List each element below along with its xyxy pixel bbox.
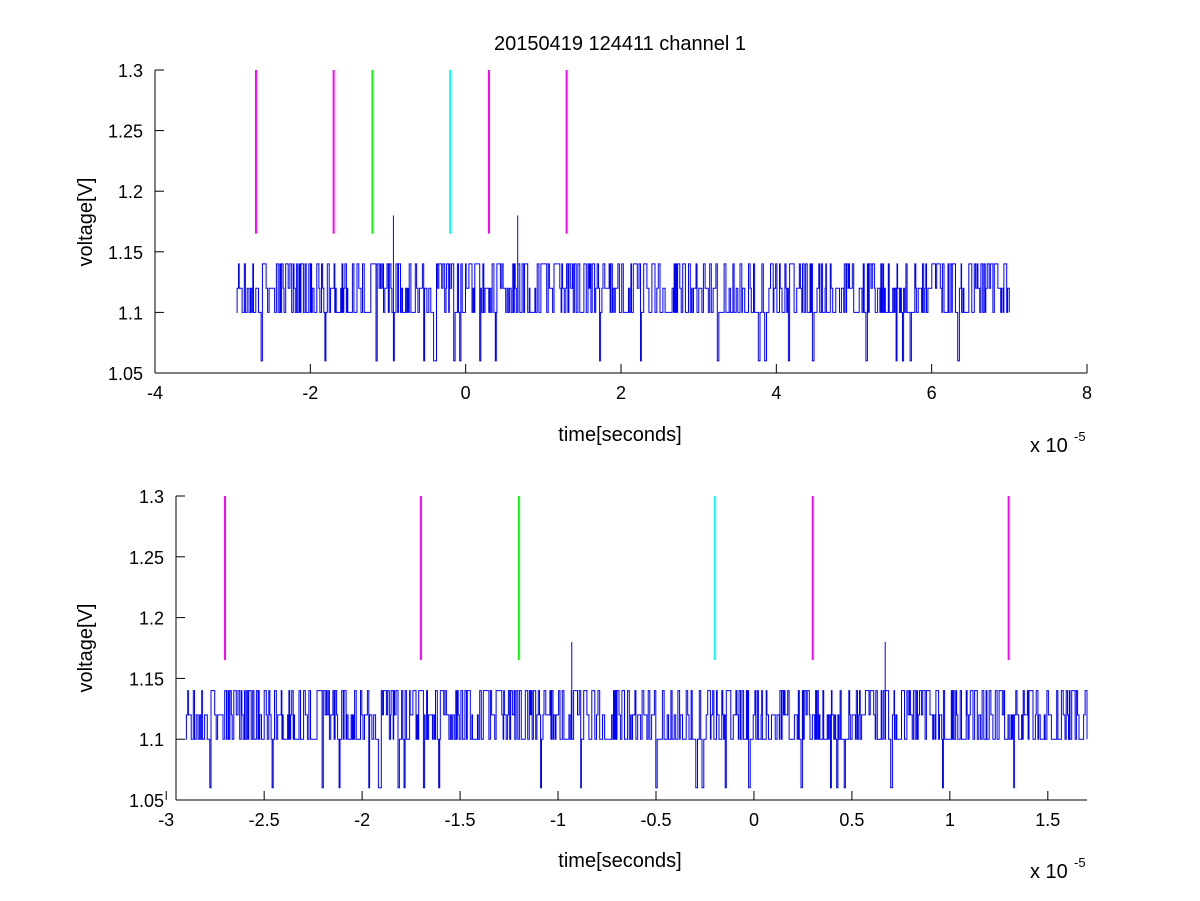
bottom-x-tick-label: -1 [550, 810, 566, 830]
bottom-x-tick-label: 0.5 [839, 810, 864, 830]
bottom-x-axis-label: time[seconds] [558, 850, 681, 872]
bottom-marker-layer [223, 496, 1010, 661]
bottom-x-tick-label: -1.5 [445, 810, 476, 830]
top-ticks: -4 -2 0 2 4 6 8 1.05 1.1 1.15 1.2 1.25 1.3 [108, 61, 1092, 403]
bottom-y-tick-label: 1.3 [139, 487, 164, 507]
bottom-y-tick-label: 1.15 [129, 669, 164, 689]
bottom-y-tick-label: 1.1 [139, 730, 164, 750]
top-x-tick-label: 0 [461, 383, 471, 403]
top-subplot: 20150419 124411 channel 1 -4 -2 0 2 4 6 8 1.05 1… [75, 33, 1092, 457]
bottom-x-tick-label: -3 [158, 810, 174, 830]
bottom-signal-layer [185, 641, 1088, 789]
top-x-tick-label: 4 [771, 383, 781, 403]
bottom-x-multiplier: x 10 [1030, 861, 1068, 883]
bottom-x-tick-label: -0.5 [640, 810, 671, 830]
top-y-tick-label: 1.05 [108, 364, 143, 384]
bottom-axes [175, 496, 1087, 801]
bottom-x-tick-label: -2 [354, 810, 370, 830]
top-y-tick-label: 1.25 [108, 122, 143, 142]
top-y-axis-label: voltage[V] [75, 178, 97, 267]
top-y-tick-label: 1.15 [108, 243, 143, 263]
bottom-x-tick-label: -2.5 [249, 810, 280, 830]
top-signal-trace [236, 263, 1010, 362]
top-chart-title: 20150419 124411 channel 1 [494, 33, 746, 55]
top-x-tick-label: 6 [927, 383, 937, 403]
top-x-tick-label: 2 [616, 383, 626, 403]
top-x-tick-label: -2 [302, 383, 318, 403]
top-x-multiplier: x 10 [1030, 435, 1068, 457]
top-y-tick-label: 1.3 [118, 61, 143, 81]
bottom-y-axis-label: voltage[V] [75, 604, 97, 693]
top-x-axis-label: time[seconds] [558, 424, 681, 446]
bottom-x-tick-label: 1 [945, 810, 955, 830]
bottom-signal-trace [185, 690, 1088, 789]
bottom-ticks: -3 -2.5 -2 -1.5 -1 -0.5 0 0.5 1 1.5 1.05 1.1 1.15 1.2… [129, 487, 1060, 830]
top-x-multiplier-exponent: -5 [1074, 429, 1086, 444]
bottom-x-tick-label: 0 [749, 810, 759, 830]
top-signal-layer [236, 215, 1010, 362]
top-marker-layer [254, 70, 568, 234]
bottom-x-tick-label: 1.5 [1035, 810, 1060, 830]
bottom-y-tick-label: 1.2 [139, 609, 164, 629]
bottom-y-tick-label: 1.25 [129, 548, 164, 568]
top-x-tick-label: -4 [147, 383, 163, 403]
bottom-x-multiplier-exponent: -5 [1074, 855, 1086, 870]
bottom-subplot: -3 -2.5 -2 -1.5 -1 -0.5 0 0.5 1 1.5 1.05 1.1 1.15 1.2… [75, 487, 1088, 883]
top-x-tick-label: 8 [1082, 383, 1092, 403]
bottom-y-tick-label: 1.05 [129, 791, 164, 811]
top-y-tick-label: 1.2 [118, 182, 143, 202]
top-y-tick-label: 1.1 [118, 303, 143, 323]
